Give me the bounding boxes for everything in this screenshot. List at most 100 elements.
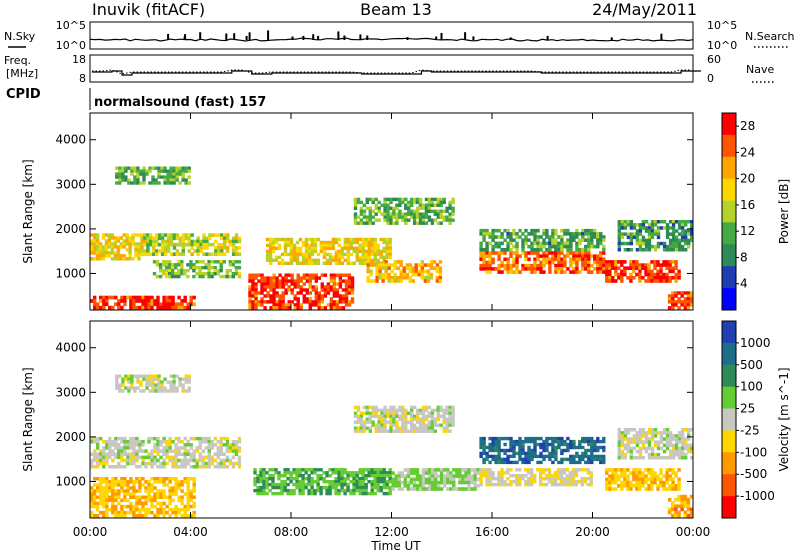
- velocity-cell: [133, 386, 137, 390]
- velocity-cell: [677, 504, 681, 508]
- power-cell: [107, 239, 112, 243]
- power-cell: [139, 172, 143, 176]
- velocity-cell: [403, 468, 407, 472]
- velocity-cell: [156, 489, 160, 493]
- velocity-cell: [446, 477, 450, 482]
- power-cell: [248, 285, 252, 289]
- power-cell: [90, 239, 94, 243]
- velocity-cell: [295, 471, 299, 475]
- velocity-cell: [159, 492, 163, 496]
- power-cell: [358, 249, 362, 254]
- velocity-cell: [129, 446, 133, 450]
- velocity-cell: [415, 417, 420, 421]
- velocity-cell: [162, 483, 166, 487]
- power-cell: [308, 291, 312, 295]
- power-cell: [366, 263, 370, 267]
- power-region-13: [667, 291, 694, 310]
- velocity-cell: [638, 434, 643, 438]
- power-cell: [375, 263, 379, 267]
- power-cell: [497, 263, 501, 268]
- power-cell: [347, 273, 352, 277]
- power-cell: [308, 300, 312, 304]
- power-cell: [423, 276, 428, 280]
- power-cell: [671, 260, 675, 264]
- power-cell: [356, 215, 361, 219]
- velocity-cell: [605, 480, 609, 485]
- velocity-cell: [665, 477, 669, 482]
- velocity-cell: [388, 474, 392, 478]
- power-cell: [326, 288, 331, 292]
- power-cell: [171, 269, 175, 273]
- power-cell: [281, 294, 285, 298]
- velocity-cell: [383, 429, 387, 433]
- velocity-cell: [488, 445, 492, 450]
- power-cell: [542, 232, 546, 236]
- power-cell: [349, 261, 353, 265]
- power-cell: [313, 258, 318, 262]
- velocity-cell: [133, 389, 137, 393]
- power-cell: [557, 263, 561, 268]
- velocity-cell: [231, 465, 236, 469]
- power-cell: [101, 257, 106, 261]
- power-cell: [677, 248, 682, 252]
- power-cell: [199, 249, 203, 253]
- power-cell: [572, 251, 576, 255]
- velocity-cell: [380, 423, 384, 427]
- power-cell: [638, 238, 643, 243]
- velocity-cell: [126, 443, 130, 447]
- velocity-cell: [195, 449, 199, 453]
- power-cell: [611, 279, 615, 283]
- power-cell: [632, 266, 636, 270]
- power-cell: [308, 297, 312, 301]
- power-cell: [674, 300, 678, 304]
- velocity-cell: [662, 431, 667, 435]
- power-cell: [154, 178, 158, 182]
- velocity-cell: [397, 471, 401, 475]
- power-cell: [485, 244, 489, 249]
- velocity-cell: [430, 423, 435, 427]
- velocity-cell: [189, 436, 193, 441]
- velocity-cell: [449, 487, 453, 491]
- velocity-cell: [687, 431, 691, 435]
- velocity-cell: [437, 480, 441, 485]
- velocity-cell: [662, 484, 666, 488]
- power-cell: [105, 295, 109, 300]
- power-cell: [223, 242, 227, 247]
- velocity-cell: [352, 474, 356, 478]
- velocity-cell: [620, 452, 624, 457]
- velocity-cell: [99, 449, 103, 453]
- power-cell: [653, 248, 658, 252]
- velocity-cell: [132, 514, 136, 518]
- power-cell: [328, 240, 333, 245]
- power-cell: [430, 197, 435, 202]
- power-cell: [298, 246, 303, 251]
- power-cell: [274, 258, 279, 262]
- power-cell: [596, 267, 600, 271]
- velocity-cell: [527, 482, 531, 487]
- power-cell: [572, 232, 576, 236]
- velocity-region-2: [90, 436, 242, 469]
- velocity-cell: [392, 423, 396, 427]
- power-cell: [665, 244, 670, 249]
- power-cell: [614, 269, 618, 274]
- velocity-cell: [440, 474, 444, 478]
- velocity-cell: [437, 484, 441, 488]
- power-cell: [596, 235, 600, 239]
- power-cell: [95, 245, 100, 249]
- power-cell: [265, 249, 270, 254]
- power-cell: [149, 242, 153, 247]
- velocity-cell: [90, 461, 94, 466]
- power-cell: [581, 248, 585, 252]
- velocity-cell: [421, 484, 426, 488]
- velocity-cell: [464, 468, 468, 472]
- power-cell: [390, 263, 394, 267]
- power-cell: [494, 244, 498, 249]
- velocity-cell: [277, 471, 281, 475]
- velocity-cell: [530, 457, 534, 462]
- power-cell: [378, 272, 382, 277]
- power-cell: [647, 241, 652, 246]
- velocity-cell: [415, 474, 420, 478]
- power-cell: [554, 248, 558, 252]
- velocity-cell: [581, 454, 585, 459]
- velocity-cell: [671, 449, 676, 454]
